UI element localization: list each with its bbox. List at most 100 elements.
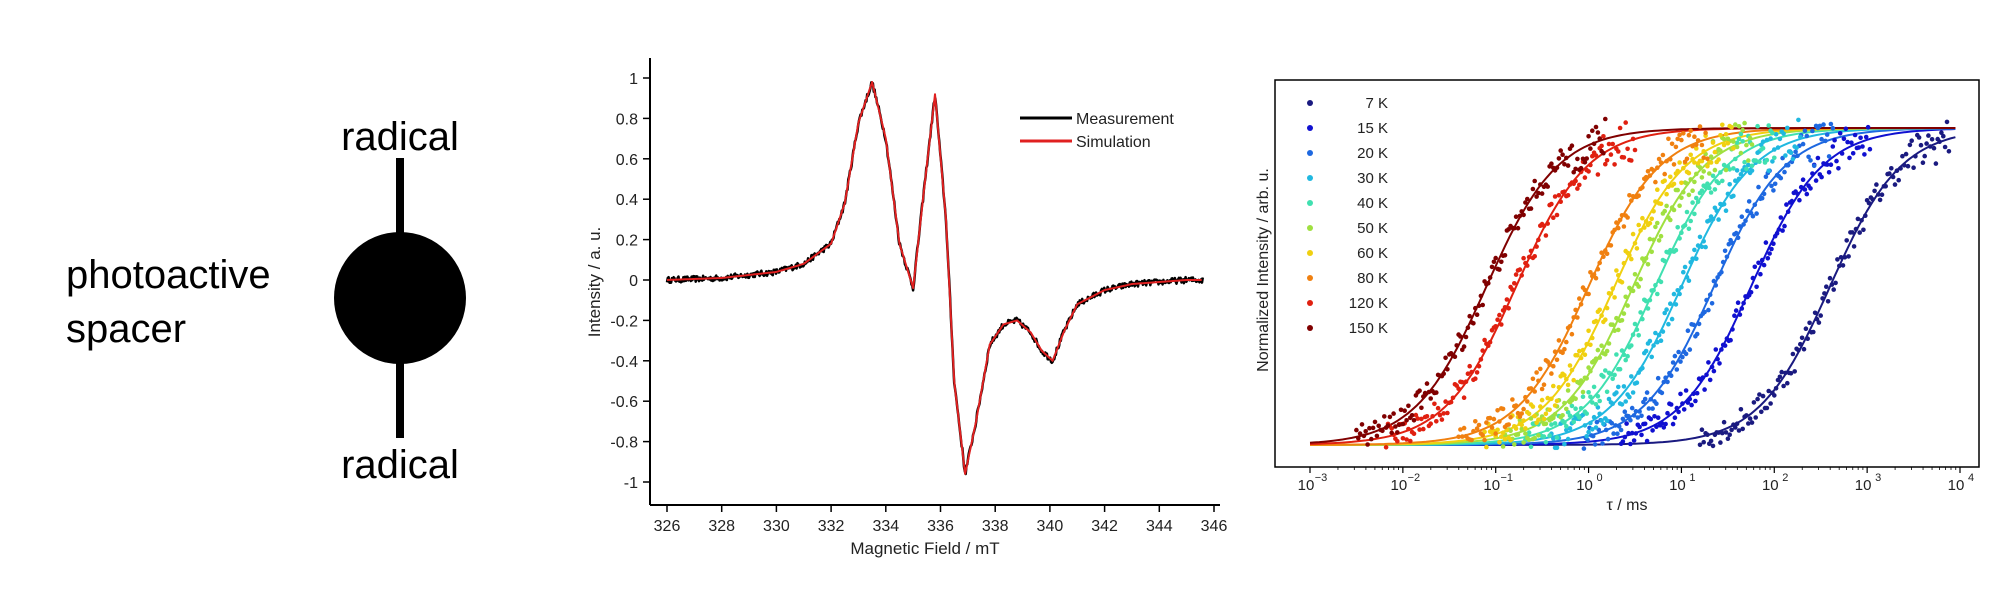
data-point [1782, 169, 1787, 175]
data-point [1586, 365, 1591, 370]
data-point [1474, 426, 1480, 431]
data-point [1668, 174, 1673, 180]
data-point [1577, 415, 1582, 420]
data-point [1704, 297, 1709, 303]
data-point [1562, 400, 1567, 406]
data-point [1729, 124, 1734, 130]
data-point [1450, 395, 1456, 401]
data-point [1619, 280, 1625, 285]
epr-y-tick-label: -0.4 [610, 354, 638, 371]
data-point [1528, 206, 1534, 211]
data-point [1523, 394, 1528, 400]
data-point [1415, 416, 1420, 421]
data-point [1879, 192, 1885, 197]
data-point [1798, 341, 1803, 347]
data-point [1619, 348, 1625, 353]
data-point [1482, 437, 1487, 443]
kinetics-x-tick-exponent: −2 [1408, 472, 1421, 484]
data-point [1796, 117, 1801, 123]
data-point [1636, 193, 1641, 198]
data-point [1690, 256, 1695, 262]
data-point [1400, 421, 1406, 427]
data-point [1770, 159, 1775, 164]
data-point [1443, 355, 1448, 361]
data-point [1643, 219, 1649, 224]
data-point [1648, 397, 1654, 402]
data-point [1741, 300, 1746, 306]
data-point [1663, 375, 1668, 381]
data-point [1753, 158, 1758, 163]
data-point [1708, 438, 1714, 444]
data-point [1541, 416, 1547, 422]
data-point [1478, 357, 1484, 362]
data-point [1569, 143, 1575, 148]
data-point [1764, 405, 1770, 411]
data-point [1621, 260, 1627, 266]
legend-label: 30 K [1357, 170, 1388, 187]
data-point [1808, 186, 1813, 191]
data-point [1534, 194, 1539, 199]
data-point [1778, 215, 1784, 220]
data-point [1771, 188, 1776, 193]
data-point [1630, 288, 1636, 294]
data-point [1532, 435, 1537, 441]
data-point [1887, 171, 1892, 176]
fit-curve-50K [1310, 127, 1956, 446]
data-point [1946, 149, 1952, 154]
data-point [1740, 127, 1745, 133]
data-point [1357, 431, 1363, 436]
data-point [1482, 337, 1487, 343]
data-point [1422, 390, 1428, 396]
data-point [1404, 418, 1409, 423]
data-point [1676, 349, 1681, 355]
data-point [1728, 337, 1733, 343]
data-point [1849, 140, 1854, 145]
data-point [1733, 230, 1739, 236]
data-point [1716, 157, 1721, 162]
data-point [1755, 123, 1760, 129]
data-point [1902, 163, 1907, 168]
data-point [1595, 172, 1601, 177]
data-point [1565, 193, 1571, 198]
data-point [1777, 374, 1783, 380]
data-point [1743, 218, 1748, 223]
data-point [1759, 257, 1765, 263]
data-point [1612, 162, 1617, 167]
data-point [1683, 351, 1689, 357]
data-point [1567, 363, 1573, 368]
data-point [1510, 287, 1515, 292]
data-point [1658, 338, 1664, 344]
data-point [1454, 343, 1459, 348]
data-point [1512, 281, 1517, 286]
data-point [1685, 400, 1691, 405]
bottom-radical-label: radical [341, 443, 459, 487]
data-point [1720, 122, 1725, 128]
data-point [1530, 404, 1536, 409]
data-point [1621, 155, 1627, 160]
data-point [1772, 393, 1777, 398]
data-point [1941, 133, 1946, 139]
kinetics-x-tick-exponent: −1 [1500, 472, 1513, 484]
data-point [1706, 360, 1711, 365]
data-point [1649, 249, 1654, 255]
data-point [1707, 171, 1712, 176]
data-point [1749, 142, 1755, 147]
legend-label: 50 K [1357, 220, 1388, 237]
data-point [1406, 426, 1411, 432]
data-point [1604, 251, 1610, 257]
data-point [1662, 310, 1667, 316]
data-point [1653, 282, 1658, 288]
epr-x-tick-label: 336 [927, 518, 954, 535]
data-point [1721, 162, 1727, 168]
data-point [1718, 440, 1723, 445]
data-point [1928, 144, 1933, 149]
data-point [1389, 426, 1394, 431]
data-point [1699, 188, 1705, 193]
data-point [1640, 215, 1645, 221]
data-point [1630, 136, 1636, 142]
data-point [1847, 155, 1852, 161]
epr-x-tick-label: 346 [1201, 518, 1228, 535]
data-point [1942, 144, 1948, 150]
data-point [1761, 262, 1767, 268]
data-point [1700, 375, 1706, 380]
